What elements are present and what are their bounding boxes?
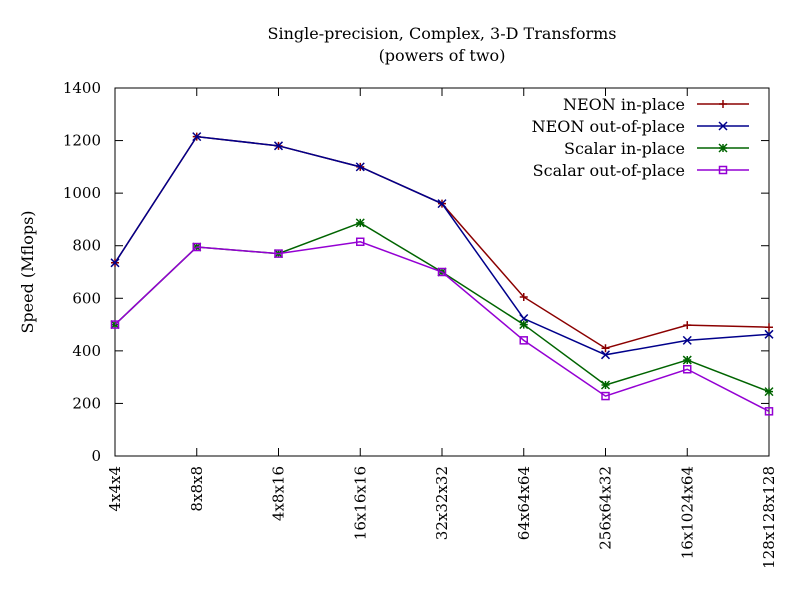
x-tick-label: 128x128x128 [760, 466, 778, 569]
legend: NEON in-place NEON out-of-place Scalar in-… [532, 95, 749, 180]
x-tick-label: 8x8x8 [188, 466, 206, 512]
y-axis-label: Speed (Mflops) [18, 210, 37, 333]
data-point-marker [192, 242, 201, 252]
data-point-marker [682, 355, 692, 365]
series-layer [110, 132, 774, 416]
series-neon-out-of-place [110, 132, 774, 360]
series-scalar-out-of-place [110, 237, 774, 416]
data-point-marker [683, 321, 692, 330]
data-point-marker [765, 323, 773, 332]
data-point-marker [764, 387, 774, 397]
data-point-marker [273, 141, 284, 151]
series-scalar-in-place [110, 218, 774, 397]
y-tick-label: 400 [72, 342, 101, 360]
data-point-marker [519, 320, 529, 330]
y-tick-label: 600 [72, 289, 101, 307]
y-tick-label: 0 [91, 447, 101, 465]
chart-subtitle: (powers of two) [379, 46, 506, 65]
data-point-marker [601, 344, 610, 353]
data-point-marker [192, 132, 202, 142]
data-point-marker [110, 258, 120, 268]
data-point-marker [274, 249, 283, 258]
y-axis: 0 200 400 600 800 1000 1200 1400 [63, 79, 769, 465]
x-tick-label: 64x64x64 [515, 466, 533, 540]
legend-label: Scalar out-of-place [533, 161, 685, 180]
y-tick-label: 1000 [63, 184, 101, 202]
data-point-marker [437, 267, 447, 277]
chart-title: Single-precision, Complex, 3-D Transform… [267, 24, 616, 43]
data-point-marker [355, 162, 365, 172]
data-point-marker [682, 335, 692, 345]
x-tick-label: 4x4x4 [106, 466, 124, 512]
data-point-marker [601, 391, 610, 401]
legend-swatch-marker [718, 121, 728, 131]
legend-label: NEON out-of-place [532, 117, 685, 136]
data-point-marker [764, 329, 774, 339]
y-tick-label: 800 [72, 237, 101, 255]
x-tick-label: 32x32x32 [433, 466, 451, 540]
data-point-marker [519, 336, 528, 345]
data-point-marker [519, 292, 528, 301]
data-point-marker [600, 380, 611, 390]
legend-label: Scalar in-place [564, 139, 685, 158]
y-tick-label: 200 [72, 394, 101, 412]
data-point-marker [356, 237, 365, 247]
x-tick-label: 16x16x16 [351, 466, 369, 540]
x-tick-label: 4x8x16 [270, 466, 288, 521]
data-point-marker [110, 320, 120, 329]
x-tick-label: 16x1024x64 [678, 466, 696, 559]
data-point-marker [683, 365, 692, 374]
legend-swatch-marker [719, 100, 727, 108]
y-tick-label: 1200 [63, 132, 101, 150]
legend-swatch-marker [718, 143, 728, 153]
y-tick-label: 1400 [63, 79, 101, 97]
x-axis: 4x4x4 8x8x8 4x8x16 16x16x16 32x32x32 64x64x64… [106, 88, 778, 569]
series-line [114, 241, 770, 412]
data-point-marker [355, 218, 365, 228]
legend-swatch-marker [718, 165, 728, 175]
data-point-marker [764, 407, 774, 416]
data-point-marker [437, 199, 447, 209]
x-tick-label: 256x64x32 [597, 466, 615, 550]
legend-label: NEON in-place [563, 95, 685, 114]
data-point-marker [600, 350, 611, 360]
